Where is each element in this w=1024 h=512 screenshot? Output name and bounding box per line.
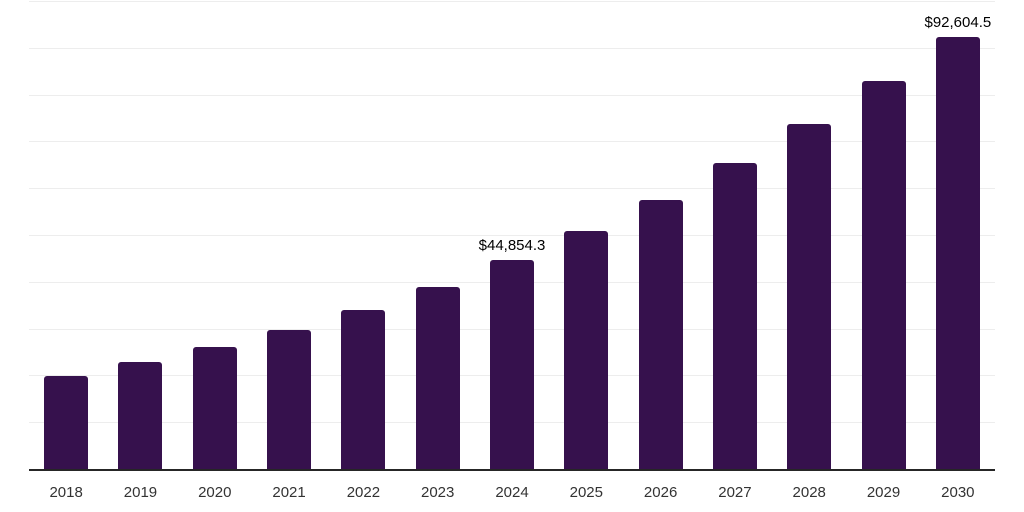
x-axis-line <box>29 469 995 471</box>
x-tick-label-2023: 2023 <box>421 484 455 501</box>
x-tick-label-2025: 2025 <box>569 484 603 501</box>
x-tick-label-2021: 2021 <box>272 484 306 501</box>
bar-2030 <box>935 36 980 470</box>
x-tick-label-2028: 2028 <box>792 484 826 501</box>
bar-2026 <box>638 199 683 470</box>
bar-2018 <box>44 376 89 470</box>
x-tick-label-2019: 2019 <box>123 484 158 501</box>
gridline <box>29 1 995 2</box>
x-tick-label-2024: 2024 <box>495 484 529 501</box>
x-tick-label-2022: 2022 <box>346 484 381 501</box>
bar-2028 <box>787 124 832 470</box>
x-tick-label-2027: 2027 <box>718 484 752 501</box>
x-tick-label-2018: 2018 <box>49 484 83 501</box>
data-label-2030: $92,604.5 <box>924 13 992 31</box>
x-tick-label-2030: 2030 <box>941 484 975 501</box>
x-tick-label-2026: 2026 <box>643 484 678 501</box>
gridline <box>29 188 995 190</box>
bar-2027 <box>712 163 757 470</box>
bar-2023 <box>415 287 460 470</box>
bar-2020 <box>192 347 237 470</box>
x-tick-label-2029: 2029 <box>866 484 901 501</box>
bar-2022 <box>341 309 386 470</box>
x-tick-label-2020: 2020 <box>198 484 232 501</box>
bar-2021 <box>267 329 312 470</box>
gridline <box>29 235 995 236</box>
bar-2024 <box>490 260 534 470</box>
plot-area: $44,854.3 $92,604.5 <box>29 1 995 470</box>
bar-2029 <box>861 81 906 470</box>
bar-2019 <box>118 362 163 470</box>
bar-2025 <box>564 231 609 470</box>
gridline <box>29 141 995 143</box>
gridline <box>29 47 995 49</box>
x-axis: 2018 2019 2020 2021 2022 2023 2024 2025 2026 2027… <box>29 484 995 504</box>
data-label-2024: $44,854.3 <box>478 237 546 255</box>
gridline <box>29 94 995 96</box>
